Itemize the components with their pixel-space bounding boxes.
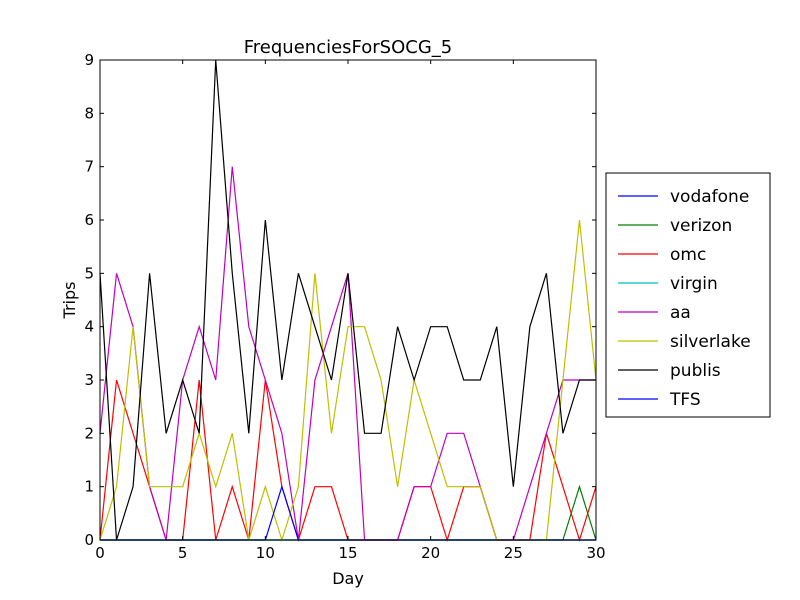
- y-axis-label: Trips: [60, 282, 79, 320]
- x-axis-label: Day: [332, 569, 364, 588]
- x-tick-label: 25: [504, 544, 523, 562]
- legend-label-virgin: virgin: [670, 274, 718, 294]
- x-tick-label: 10: [256, 544, 275, 562]
- axes: 0 5 10 15 20 25 30 0 1 2 3 4 5 6 7 8 9: [84, 51, 605, 562]
- chart-title: FrequenciesForSOCG_5: [244, 37, 452, 58]
- legend-label-silverlake: silverlake: [670, 332, 751, 352]
- y-tick-label: 0: [84, 531, 94, 549]
- legend-box: [605, 172, 771, 418]
- series-line-publis: [99, 59, 596, 541]
- y-tick-label: 3: [84, 371, 94, 389]
- legend-label-aa: aa: [670, 303, 691, 323]
- legend-label-vodafone: vodafone: [670, 187, 749, 207]
- x-tick-label: 15: [338, 544, 357, 562]
- x-tick-label: 0: [95, 544, 105, 562]
- y-tick-label: 9: [84, 51, 94, 69]
- y-tick-label: 8: [84, 104, 94, 122]
- legend-label-tfs: TFS: [669, 390, 701, 410]
- legend: vodafone verizon omc virgin aa silverlake publ…: [605, 172, 771, 418]
- legend-label-omc: omc: [670, 245, 706, 265]
- x-tick-label: 20: [421, 544, 440, 562]
- legend-label-publis: publis: [670, 361, 721, 381]
- y-tick-label: 5: [84, 264, 94, 282]
- x-tick-label: 30: [586, 544, 605, 562]
- legend-label-verizon: verizon: [670, 216, 732, 236]
- y-tick-label: 6: [84, 211, 94, 229]
- y-tick-label: 1: [84, 478, 94, 496]
- y-tick-label: 7: [84, 158, 94, 176]
- y-tick-label: 4: [84, 318, 94, 336]
- y-tick-label: 2: [84, 424, 94, 442]
- x-tick-label: 5: [178, 544, 188, 562]
